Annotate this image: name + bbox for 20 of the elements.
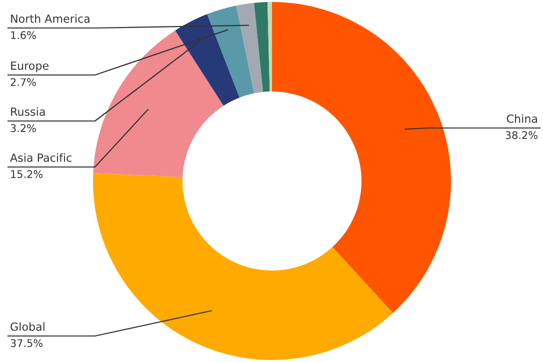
slice-label: Asia Pacific xyxy=(10,153,72,162)
donut-slice xyxy=(175,14,240,106)
donut-slice xyxy=(207,6,254,98)
data-label: 1.6% xyxy=(11,31,36,40)
slice-label: Global xyxy=(10,322,44,331)
donut-slice xyxy=(254,2,270,92)
slice-label: North America xyxy=(11,14,90,23)
data-label: 3.2% xyxy=(10,124,36,132)
slice-label: China xyxy=(506,114,537,123)
donut-slice xyxy=(93,30,224,178)
slice-label: Europe xyxy=(11,62,48,72)
donut-slice xyxy=(93,173,393,360)
donut-slice xyxy=(268,2,272,92)
data-label: 2.7% xyxy=(10,78,36,86)
data-label: 37.5% xyxy=(10,339,43,348)
donut-slice xyxy=(272,2,451,314)
data-label: 38.2% xyxy=(506,131,538,140)
data-label: 15.2% xyxy=(11,170,43,178)
donut-slice xyxy=(236,2,264,94)
slice-label: Russia xyxy=(11,107,45,116)
